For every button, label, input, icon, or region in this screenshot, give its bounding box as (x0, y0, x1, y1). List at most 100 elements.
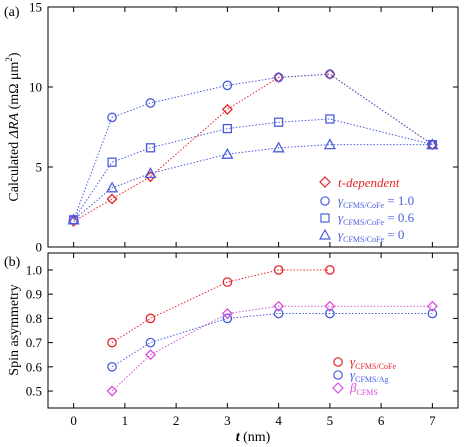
a-series-2-line (73, 118, 433, 221)
panel-a-frame (47, 6, 459, 248)
a-series-1-point-3 (222, 80, 233, 91)
ylabel-part-3: 2 (4, 57, 14, 62)
a-series-2-point-4 (273, 117, 284, 127)
panel-b-ticks: 0 1 2 3 4 5 6 7 0.5 0.6 0.7 0.8 0.9 1.0 (26, 253, 458, 428)
x-tick-label: 7 (429, 413, 436, 428)
a-series-0-point-1 (106, 193, 118, 205)
x-tick-label: 5 (327, 413, 334, 428)
b-series-1-point-2 (222, 313, 233, 324)
panel-a-legend: t-dependent γCFMS/CoFe = 1.0 γCFMS/CoFe … (318, 175, 415, 244)
b-series-2-point-2 (221, 308, 233, 320)
panel-b-y-axis-title: Spin asymmetry (7, 284, 22, 375)
legend-label-t-dependent: t-dependent (338, 175, 400, 190)
a-series-2-point-3 (222, 123, 233, 134)
ylabel-part-4: ) (7, 52, 22, 57)
a-series-2-point-1 (107, 157, 117, 167)
b-series-2-line (111, 305, 433, 392)
b-series-1-line (111, 313, 433, 368)
x-tick-label: 6 (378, 413, 385, 428)
legend-marker-circle (320, 196, 330, 206)
legend-marker-diamond (319, 176, 331, 188)
b-series-1-point-0 (107, 361, 117, 372)
b-series-0-point-4 (325, 265, 335, 275)
panel-a-series (67, 68, 439, 227)
b-series-1-point-4 (325, 308, 335, 319)
a-series-2-point-5 (325, 114, 335, 124)
ylabel-part-0: Calculated (7, 138, 22, 201)
legend-item-beta-cfms: βCFMS (332, 380, 378, 397)
x-tick-label: 2 (173, 413, 180, 428)
y-tick-label: 10 (29, 80, 42, 95)
a-series-3-point-3 (221, 147, 234, 159)
ylabel-part-2: (mΩ μm (7, 61, 22, 112)
a-series-2-point-2 (145, 143, 156, 153)
legend-item-gamma-cfms-cofe: γCFMS/CoFe (333, 354, 396, 371)
panel-b-legend: γCFMS/CoFe γCFMS/Ag βCFMS (332, 354, 396, 397)
y-tick-label: 0.6 (26, 359, 43, 374)
b-series-0-point-1 (145, 313, 156, 324)
a-series-1-line (73, 73, 433, 220)
a-series-3-point-4 (272, 141, 285, 153)
y-tick-label: 15 (29, 0, 42, 15)
y-tick-label: 5 (36, 160, 43, 175)
b-series-2-point-1 (144, 349, 157, 361)
panel-b-series (106, 265, 438, 397)
b-series-2-point-0 (106, 385, 118, 397)
ylabel-part-1: ΔRA (7, 112, 22, 139)
a-series-3-point-6 (426, 138, 439, 150)
legend-item-gamma-1: γCFMS/CoFe = 1.0 (320, 193, 414, 210)
a-series-1-point-5 (325, 69, 335, 80)
a-series-1-point-4 (273, 72, 284, 83)
legend-marker-circle (333, 370, 343, 380)
panel-a-ticks: 0 5 10 15 (29, 0, 458, 255)
panel-a-y-axis-title: Calculated ΔRA (mΩ μm2) (4, 52, 22, 202)
panel-a: (a) 0 5 10 15 Calculated ΔRA (mΩ μm2) t-dep… (4, 0, 459, 255)
b-series-0-point-2 (222, 277, 233, 287)
y-tick-label: 1.0 (26, 262, 42, 277)
a-series-3-point-5 (323, 138, 336, 150)
b-series-2-point-4 (324, 300, 336, 312)
y-tick-label: 0.9 (26, 287, 42, 302)
y-tick-label: 0 (36, 240, 43, 255)
b-series-0-line (111, 269, 330, 344)
b-series-0-point-3 (273, 265, 284, 275)
panel-a-label: (a) (4, 5, 20, 20)
a-series-3-point-1 (105, 181, 119, 193)
b-series-1-point-1 (145, 337, 156, 348)
legend-marker-diamond (332, 382, 344, 394)
b-series-0-point-0 (107, 337, 117, 348)
legend-label-gamma-cfms-cofe: γCFMS/CoFe (350, 354, 396, 371)
x-tick-label: 0 (70, 413, 77, 428)
legend-label-gamma-1: γCFMS/CoFe = 1.0 (338, 193, 414, 210)
x-tick-label: 3 (224, 413, 231, 428)
legend-label-gamma-0.6: γCFMS/CoFe = 0.6 (338, 210, 415, 227)
legend-label-gamma-0: γCFMS/CoFe = 0 (338, 227, 404, 244)
x-tick-label: 1 (122, 413, 129, 428)
b-series-2-point-3 (273, 300, 285, 312)
y-tick-label: 0.8 (26, 311, 42, 326)
a-series-0-point-3 (221, 103, 233, 115)
legend-marker-square (320, 213, 330, 223)
a-series-0-line (73, 73, 433, 222)
b-series-2-point-5 (426, 300, 438, 312)
y-tick-label: 0.7 (26, 335, 43, 350)
b-series-1-point-3 (273, 308, 284, 319)
legend-label-beta-cfms: βCFMS (349, 380, 378, 397)
a-series-1-point-1 (107, 112, 117, 123)
legend-item-gamma-0.6: γCFMS/CoFe = 0.6 (320, 210, 415, 227)
b-series-1-point-5 (427, 308, 438, 319)
legend-label-gamma-cfms-ag: γCFMS/Ag (350, 367, 388, 384)
legend-marker-triangle (318, 228, 332, 240)
y-tick-label: 0.5 (26, 384, 42, 399)
a-series-3-line (73, 144, 433, 221)
panel-b: (b) 0 1 2 3 4 5 6 7 0.5 0.6 0.7 0.8 0.9 1.0 Spin asym… (4, 252, 459, 445)
a-series-1-point-2 (145, 98, 156, 108)
x-tick-label: 4 (275, 413, 282, 428)
panel-b-label: (b) (4, 255, 21, 270)
x-axis-title: t (nm) (236, 430, 271, 445)
legend-item-gamma-0: γCFMS/CoFe = 0 (318, 227, 404, 244)
legend-item-gamma-cfms-ag: γCFMS/Ag (333, 367, 388, 384)
a-series-3-point-2 (144, 167, 157, 179)
panel-b-frame (47, 252, 459, 409)
